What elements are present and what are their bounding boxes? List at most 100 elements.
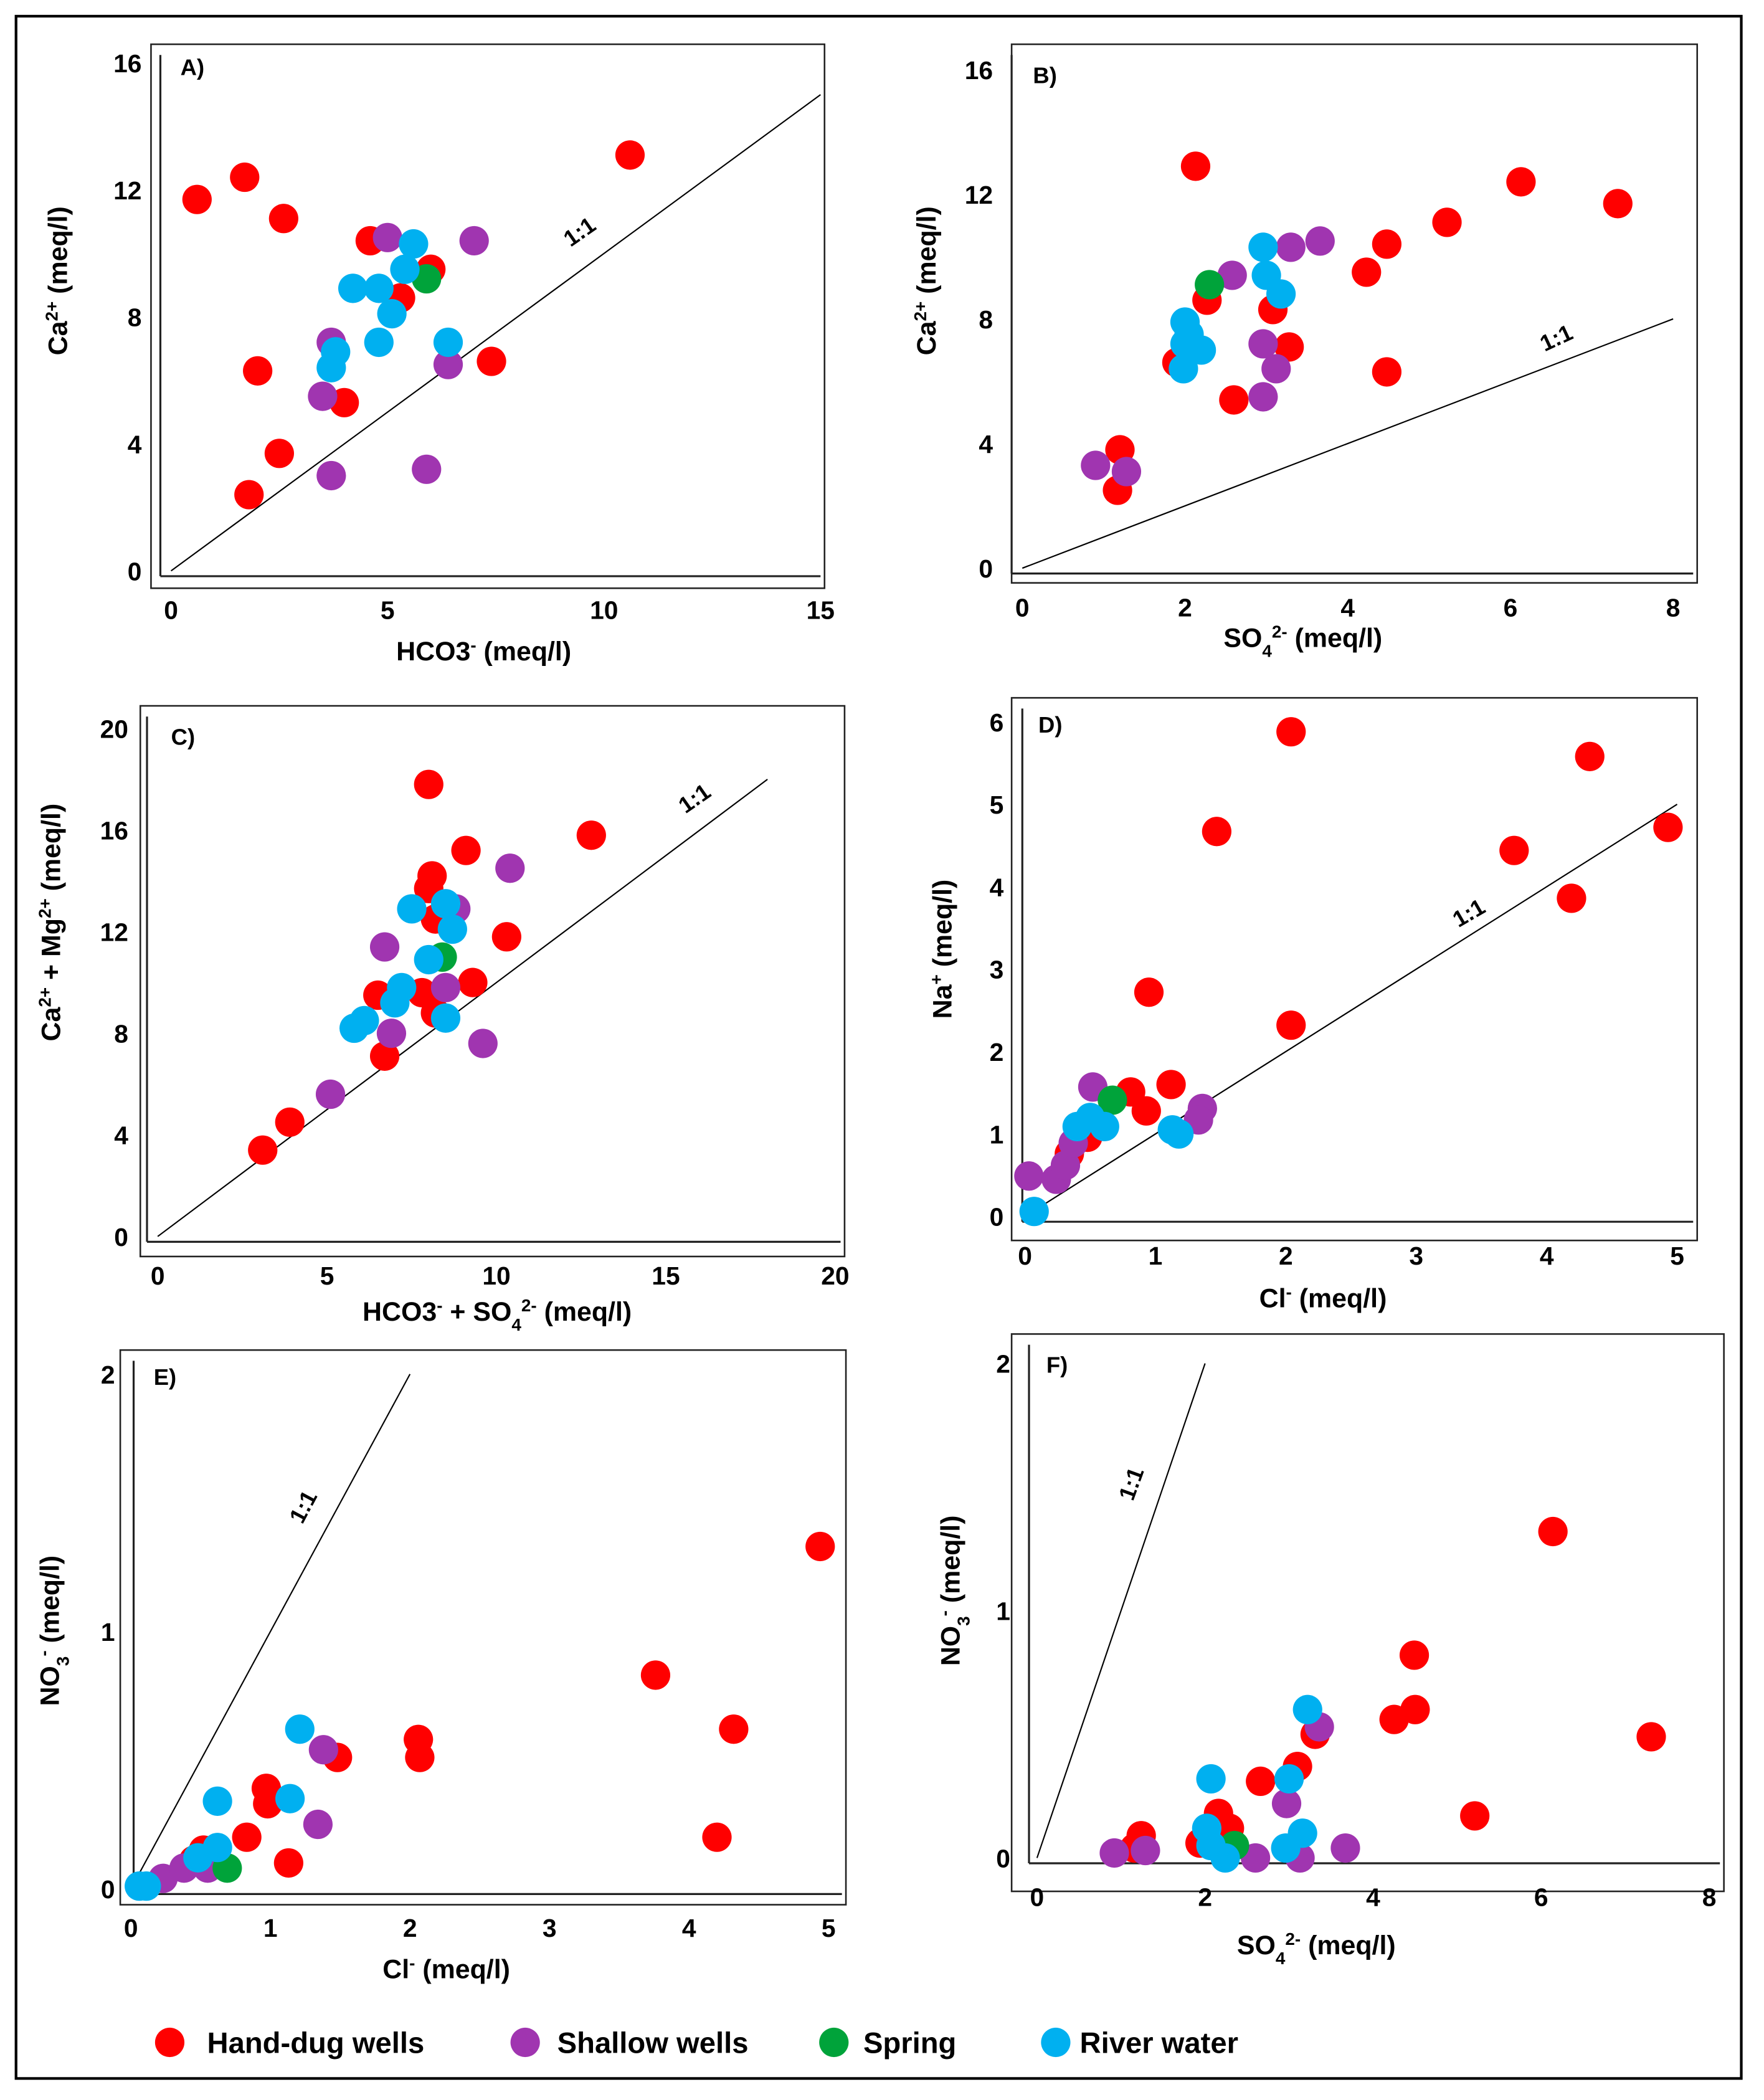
series-river-water <box>1192 1694 1322 1873</box>
label-segment: - <box>470 635 476 655</box>
label-segment: (meq/l) <box>936 1516 965 1611</box>
data-point <box>397 894 427 924</box>
y-tick-label: 4 <box>128 430 142 459</box>
data-point <box>1180 151 1211 181</box>
x-tick-label: 10 <box>590 596 618 625</box>
data-point <box>234 480 264 510</box>
label-segment: - <box>437 1295 442 1314</box>
panel-label: F) <box>1046 1352 1068 1378</box>
data-point <box>1134 977 1164 1007</box>
label-segment: - <box>1286 1282 1292 1301</box>
y-tick-label: 1 <box>996 1597 1010 1626</box>
series-river-water <box>316 229 463 382</box>
y-tick-label: 3 <box>990 956 1004 984</box>
data-point <box>275 1107 305 1137</box>
data-point <box>1195 270 1225 300</box>
label-segment: - <box>409 1953 415 1972</box>
label-segment: + Mg <box>37 918 67 987</box>
label-segment: Cl <box>1259 1284 1286 1314</box>
legend-label: Hand-dug wells <box>207 2027 425 2060</box>
data-point <box>468 1029 498 1058</box>
label-segment: 2+ <box>42 302 61 321</box>
data-point <box>390 254 420 284</box>
data-point <box>576 820 606 850</box>
data-point <box>1603 189 1633 219</box>
data-point <box>615 140 645 170</box>
data-point <box>1248 382 1278 412</box>
data-point <box>1169 354 1198 384</box>
x-axis-title: SO42- (meq/l) <box>1223 622 1382 660</box>
data-point <box>131 1871 161 1901</box>
data-point <box>702 1822 732 1852</box>
y-axis-title: Na+ (meq/l) <box>926 880 957 1019</box>
data-point <box>364 327 394 358</box>
x-tick-label: 2 <box>1178 593 1192 622</box>
label-segment: Ca <box>43 320 73 355</box>
label-segment: Ca <box>37 1007 67 1042</box>
data-point <box>1248 329 1278 359</box>
y-tick-label: 5 <box>990 791 1004 819</box>
data-point <box>248 1135 278 1165</box>
x-tick-label: 10 <box>482 1261 510 1290</box>
data-point <box>1271 1789 1302 1818</box>
data-point <box>1557 883 1586 913</box>
data-point <box>377 299 407 329</box>
legend-item: Spring <box>819 2027 956 2060</box>
y-tick-label: 12 <box>100 918 128 947</box>
label-segment: 2+ <box>35 898 54 918</box>
data-point <box>1460 1801 1490 1831</box>
data-point <box>458 967 488 997</box>
data-point <box>491 922 521 952</box>
data-point <box>1261 354 1291 384</box>
plot-frame <box>119 1349 847 1906</box>
one-to-one-line <box>1022 318 1674 569</box>
data-point <box>640 1660 671 1690</box>
plot-frame <box>1010 1333 1725 1893</box>
data-point <box>1081 450 1111 480</box>
data-point <box>268 204 298 234</box>
data-point <box>414 769 443 799</box>
label-segment: (meq/l) <box>928 880 958 975</box>
data-point <box>1111 457 1142 487</box>
x-axis-title: HCO3- + SO42- (meq/l) <box>363 1295 632 1334</box>
data-point <box>437 914 467 944</box>
data-point <box>1276 717 1306 747</box>
x-axis-title: SO42- (meq/l) <box>1237 1929 1396 1967</box>
data-point <box>303 1809 333 1840</box>
data-point <box>1196 1764 1226 1794</box>
label-segment: (meq/l) <box>477 637 572 667</box>
data-point <box>1266 279 1296 309</box>
data-point <box>1156 1070 1186 1100</box>
y-tick-label: 16 <box>113 49 141 78</box>
label-segment: 2+ <box>910 302 929 321</box>
y-tick-label: 2 <box>990 1038 1004 1067</box>
data-point <box>1276 232 1306 262</box>
x-tick-label: 5 <box>822 1914 836 1942</box>
data-point <box>1098 1085 1127 1115</box>
series-river-water <box>1019 1103 1194 1227</box>
data-point <box>232 1822 262 1852</box>
y-tick-label: 0 <box>114 1223 128 1252</box>
data-point <box>430 972 461 1002</box>
data-point <box>376 1019 407 1048</box>
label-segment: 4 <box>1276 1948 1286 1967</box>
x-axis-title: Cl- (meq/l) <box>1259 1282 1387 1314</box>
label-segment: 2- <box>1272 622 1287 641</box>
label-segment: - <box>34 1650 53 1656</box>
x-tick-label: 3 <box>543 1914 557 1942</box>
label-segment: 3 <box>954 1616 973 1626</box>
data-point <box>412 454 442 484</box>
data-point <box>316 460 346 491</box>
data-point <box>433 327 463 358</box>
legend-marker <box>819 2027 849 2058</box>
y-axis-title: Ca2+ (meq/l) <box>42 206 73 355</box>
data-point <box>1014 1161 1044 1191</box>
data-point <box>1099 1838 1129 1868</box>
data-point <box>275 1784 305 1813</box>
panel-label: C) <box>171 724 195 749</box>
